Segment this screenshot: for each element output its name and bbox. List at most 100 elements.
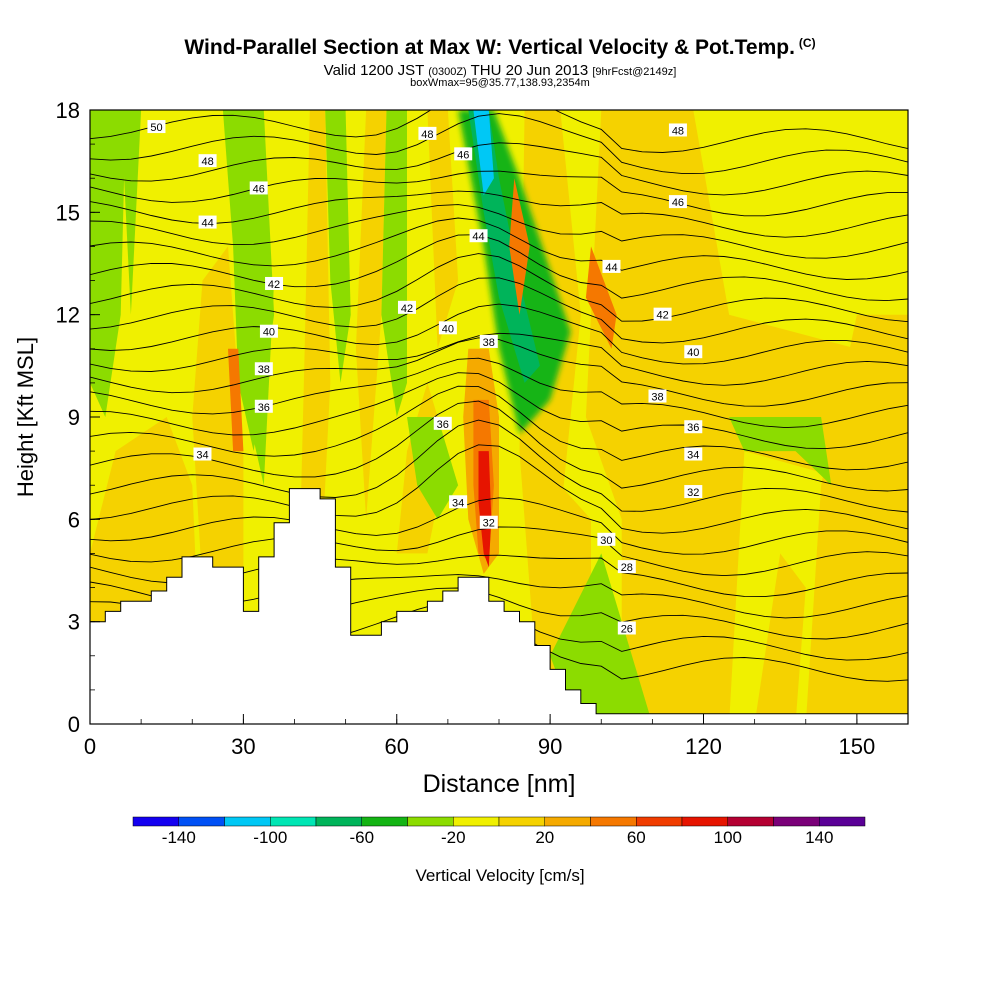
y-tick-label: 9	[68, 405, 80, 430]
contour-label-text: 48	[672, 125, 684, 137]
theta-contour	[90, 204, 908, 259]
downdraft-band	[729, 417, 832, 486]
x-tick-label: 150	[839, 734, 876, 759]
terrain-mask	[89, 488, 909, 725]
y-tick-label: 0	[68, 712, 80, 737]
contour-label-text: 48	[421, 129, 433, 141]
forecast-info: [9hrFcst@2149z]	[592, 66, 677, 78]
contour-label: 42	[653, 307, 672, 322]
x-tick-label: 30	[231, 734, 255, 759]
contour-label-text: 44	[605, 262, 617, 274]
updraft-band	[299, 110, 331, 588]
theta-contour	[90, 170, 908, 217]
contour-label: 40	[438, 321, 457, 335]
colorbar-swatch	[498, 816, 545, 827]
downdraft-band	[120, 110, 142, 315]
contour-label-text: 44	[472, 231, 484, 243]
colorbar-swatch	[407, 816, 454, 827]
x-tick-label: 90	[538, 734, 562, 759]
y-tick-label: 3	[68, 610, 80, 635]
theta-contour	[90, 332, 908, 386]
theta-contour	[90, 526, 908, 577]
y-tick-label: 18	[56, 98, 80, 123]
contour-label: 34	[449, 495, 468, 509]
contour-label: 46	[454, 147, 473, 161]
downdraft-band	[90, 110, 126, 417]
y-tick-label: 15	[56, 200, 80, 225]
contour-label-text: 28	[621, 562, 633, 574]
contour-label-text: 32	[687, 487, 699, 499]
theta-contour	[90, 444, 908, 534]
contour-label: 48	[418, 126, 437, 141]
colorbar-swatch	[270, 816, 317, 827]
colorbar-swatch	[819, 816, 866, 827]
colorbar-swatch	[544, 816, 591, 827]
colorbar-tick-label: 60	[627, 828, 646, 847]
contour-label: 46	[249, 181, 268, 195]
contour-label-text: 42	[656, 310, 668, 322]
contour-label: 42	[265, 276, 284, 291]
contour-label-text: 42	[268, 279, 280, 291]
chart-title: Wind-Parallel Section at Max W: Vertical…	[184, 36, 816, 59]
contour-label: 38	[648, 389, 667, 404]
contour-label-text: 48	[201, 156, 213, 168]
y-tick-label: 6	[68, 507, 80, 532]
theta-contour	[90, 277, 908, 344]
contour-label-text: 38	[483, 337, 495, 349]
contour-label: 32	[479, 515, 498, 530]
theta-contour	[90, 190, 908, 238]
colorbar: -140 -100 -60 -20 20 60 100 140	[132, 816, 866, 847]
valid-utc: (0300Z)	[428, 66, 467, 78]
colorbar-tick-label: 20	[535, 828, 554, 847]
updraft-streak	[509, 178, 530, 315]
colorbar-swatch	[727, 816, 774, 827]
y-tick-label: 12	[56, 303, 80, 328]
colorbar-swatch	[636, 816, 683, 827]
theta-contour	[90, 234, 908, 302]
updraft-band	[805, 314, 908, 724]
colorbar-swatch	[361, 816, 408, 827]
updraft-streak	[228, 348, 244, 452]
contour-label: 36	[684, 420, 703, 434]
x-tick-label: 0	[84, 734, 96, 759]
x-axis-label: Distance [nm]	[423, 770, 576, 798]
downdraft-band	[550, 553, 653, 724]
updraft-core	[478, 451, 492, 568]
colorbar-tick-label: -140	[162, 828, 196, 847]
colorbar-label: Vertical Velocity [cm/s]	[415, 866, 584, 885]
colorbar-tick-label: -60	[350, 828, 375, 847]
downdraft-band	[407, 417, 459, 520]
contour-label: 30	[597, 532, 616, 547]
contour-label: 44	[602, 259, 621, 274]
contour-label: 50	[147, 120, 166, 134]
theta-contour	[90, 217, 908, 280]
contour-label-text: 40	[263, 327, 275, 339]
contour-label: 36	[254, 399, 273, 414]
theta-contour	[90, 113, 908, 175]
contour-labels: 50 48 46 44 42 40 38 36 34 48 46 44 42 40 38 36 34 32 48 46…	[147, 120, 703, 635]
theta-contour	[90, 337, 908, 407]
updraft-band	[192, 246, 244, 622]
colorbar-swatch	[315, 816, 362, 827]
colorbar-tick-label: 140	[805, 828, 833, 847]
colorbar-tick-label: -100	[253, 828, 287, 847]
updraft-band	[355, 110, 387, 520]
contour-label-text: 40	[687, 347, 699, 359]
contour-label-text: 34	[196, 450, 208, 462]
theta-contour	[90, 385, 908, 471]
updraft-band	[585, 110, 868, 724]
colorbar-swatch	[453, 816, 500, 827]
title-tag: (C)	[798, 36, 816, 50]
colorbar-swatch	[590, 816, 637, 827]
contour-label-text: 34	[687, 450, 699, 462]
theta-contour	[90, 142, 908, 196]
x-tick-label: 120	[685, 734, 722, 759]
colorbar-swatch	[773, 816, 820, 827]
contour-label: 34	[684, 447, 703, 462]
contour-label-text: 46	[672, 197, 684, 209]
contour-label-text: 40	[442, 323, 454, 335]
theta-contour	[90, 419, 908, 513]
contour-label: 48	[198, 154, 217, 168]
colorbar-tick-label: 100	[714, 828, 742, 847]
